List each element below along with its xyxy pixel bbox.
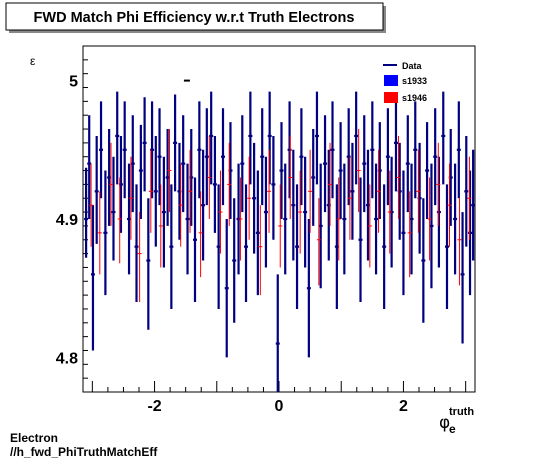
- legend-s1946-label: s1946: [402, 93, 427, 103]
- legend: Data s1933 s1946: [383, 61, 427, 103]
- x-tick-label: 0: [275, 398, 284, 415]
- x-axis-label: φ e truth: [439, 406, 474, 436]
- legend-s1933-label: s1933: [402, 76, 427, 86]
- tick-labels: -2 0 2 4.8 4.9 5: [56, 74, 408, 415]
- footer-line-2: //h_fwd_PhiTruthMatchEff: [10, 445, 158, 459]
- y-axis-label: ε: [30, 54, 36, 68]
- legend-data-label: Data: [402, 61, 423, 71]
- x-tick-label: 2: [399, 398, 408, 415]
- series-0: [84, 91, 476, 392]
- legend-s1946-swatch: [384, 92, 398, 103]
- title-frame: [5, 2, 384, 31]
- x-axis-label-sub: e: [449, 422, 456, 436]
- axis-ticks: [83, 45, 467, 393]
- y-tick-label: 4.8: [56, 350, 78, 367]
- title-box: FWD Match Phi Efficiency w.r.t Truth Ele…: [5, 2, 386, 33]
- y-tick-label: 5: [69, 74, 78, 91]
- x-axis-label-sup: truth: [449, 406, 474, 418]
- chart-title: FWD Match Phi Efficiency w.r.t Truth Ele…: [34, 10, 355, 26]
- footer-line-1: Electron: [10, 431, 58, 445]
- series-1: [89, 129, 472, 303]
- series-layer: [84, 79, 476, 392]
- x-tick-label: -2: [147, 398, 161, 415]
- x-axis-label-main: φ: [439, 413, 450, 433]
- y-tick-label: 4.9: [56, 212, 78, 229]
- legend-s1933-swatch: [384, 75, 398, 86]
